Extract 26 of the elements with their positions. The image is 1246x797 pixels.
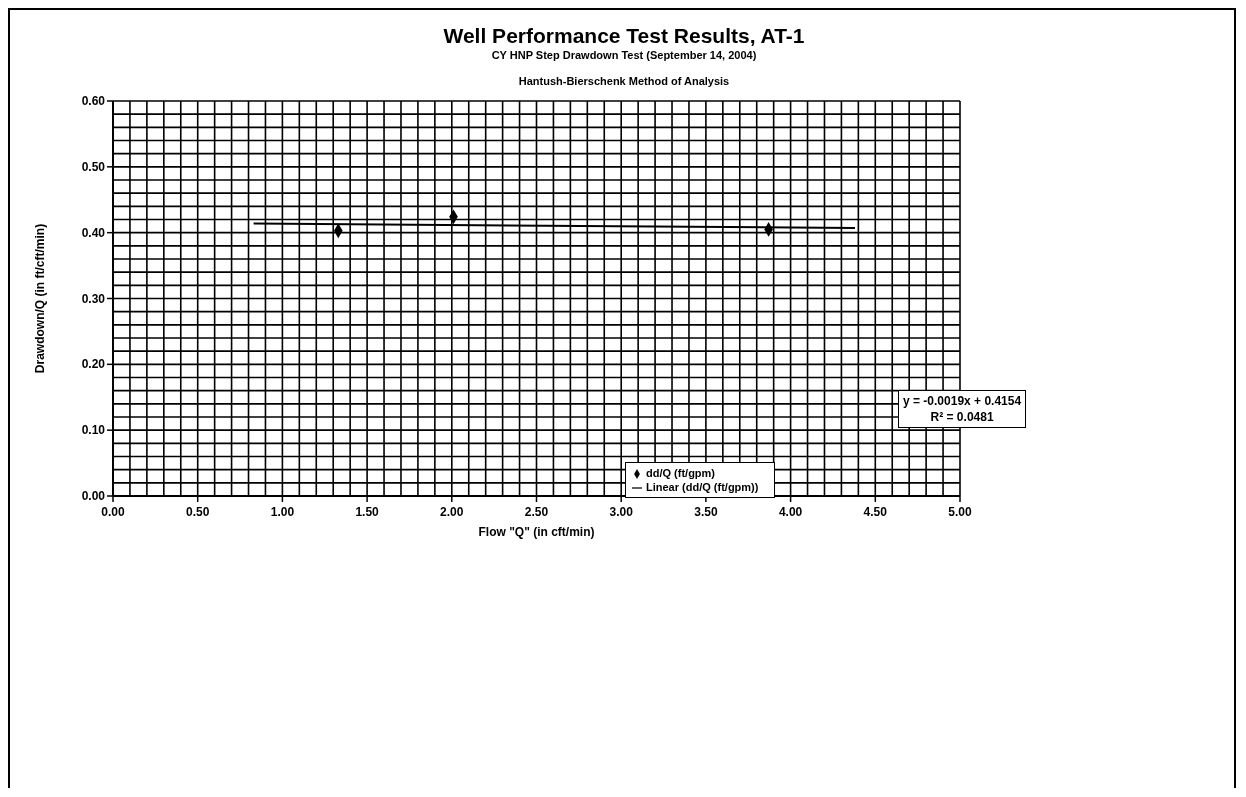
chart-title: Well Performance Test Results, AT-1 — [442, 24, 806, 48]
y-tick-label: 0.00 — [81, 489, 106, 503]
annotation: R² = 0.0481 — [929, 409, 995, 425]
x-tick-label: 2.50 — [524, 505, 549, 519]
legend-label: Linear (dd/Q (ft/gpm)) — [646, 481, 759, 493]
x-tick-label: 5.00 — [948, 505, 972, 519]
x-tick-label: 1.00 — [270, 505, 295, 519]
y-tick-label: 0.40 — [81, 225, 106, 240]
x-axis-title: Flow "Q" (in cft/min) — [478, 525, 595, 539]
text: CY HNP Step Drawdown Test (September 14, 2004) Hantush-Bierschenk Method of Analysis — [491, 49, 757, 87]
x-tick-label: 4.00 — [778, 505, 803, 519]
x-tick-label: 0.50 — [186, 505, 210, 519]
x-tick-label: 3.50 — [694, 505, 718, 519]
y-tick-label: 0.10 — [81, 423, 106, 438]
y-tick-label: 0.60 — [81, 94, 106, 108]
y-axis-title: Drawdown/Q (in ft/cft/min) — [33, 223, 48, 374]
legend-label: dd/Q (ft/gpm) — [646, 467, 716, 479]
x-tick-label: 0.00 — [101, 505, 125, 519]
x-tick-label: 2.00 — [440, 505, 464, 519]
x-tick-label: 1.50 — [355, 505, 380, 519]
x-tick-label: 4.50 — [863, 505, 888, 519]
x-tick-label: 3.00 — [609, 505, 634, 519]
annotation: y = -0.0019x + 0.4154 — [903, 393, 1022, 409]
y-tick-label: 0.50 — [81, 159, 106, 174]
y-tick-label: 0.30 — [81, 291, 106, 306]
y-tick-label: 0.20 — [81, 357, 106, 372]
